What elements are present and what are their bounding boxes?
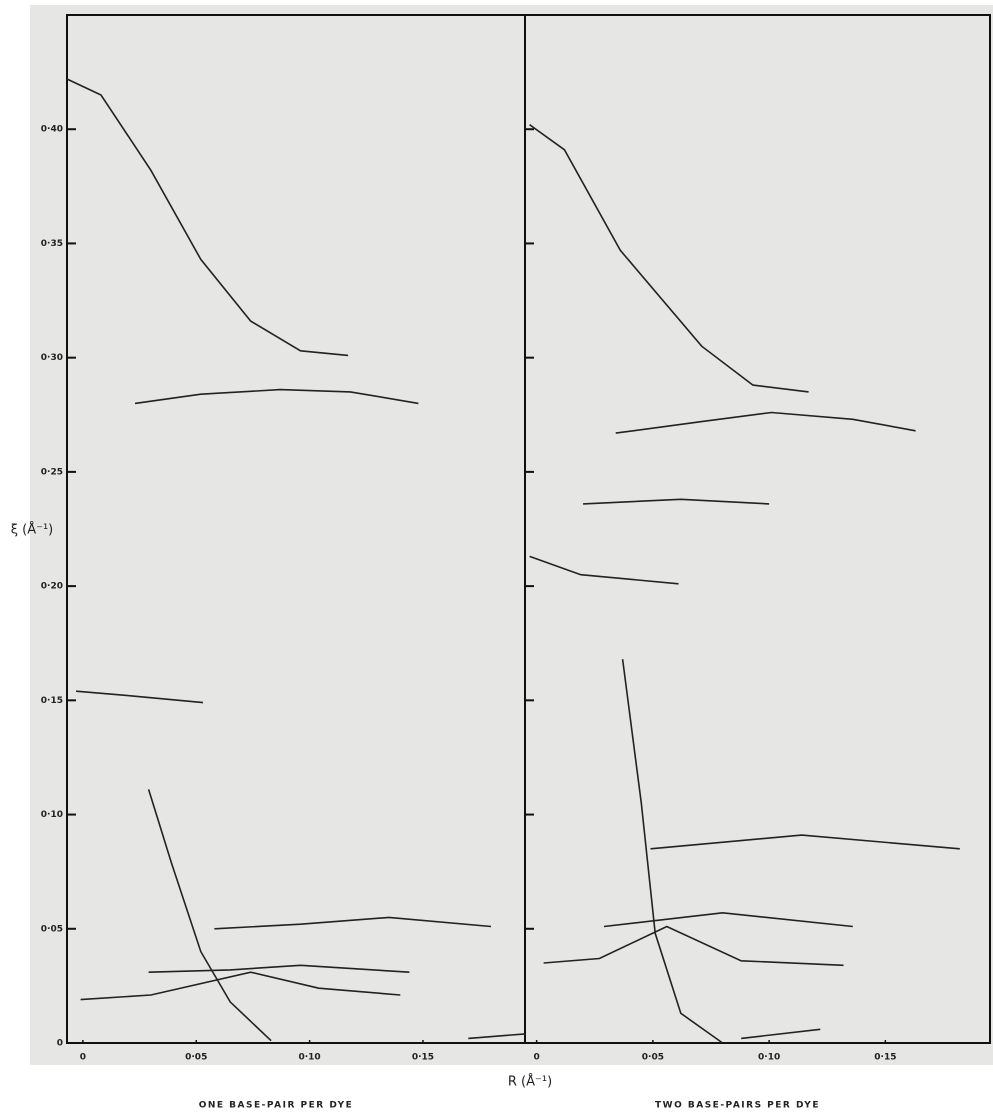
curve bbox=[583, 498, 770, 505]
curve bbox=[650, 834, 960, 850]
y-tick-label: 0·30 bbox=[41, 353, 63, 363]
y-tick-label: 0·10 bbox=[41, 810, 63, 820]
paper bbox=[30, 5, 993, 1065]
y-axis-label: ξ (Å⁻¹) bbox=[11, 522, 54, 538]
panel-subtitle: ONE BASE-PAIR PER DYE bbox=[199, 1101, 354, 1111]
y-tick-label: 0·20 bbox=[41, 582, 63, 592]
y-tick-label: 0·15 bbox=[41, 696, 63, 706]
curve bbox=[621, 659, 724, 1044]
y-tick-label: 0·35 bbox=[41, 239, 63, 249]
curve bbox=[543, 925, 844, 967]
curve bbox=[147, 789, 272, 1042]
x-axis-label: R (Å⁻¹) bbox=[508, 1074, 552, 1090]
curve bbox=[603, 911, 853, 928]
curve bbox=[529, 124, 809, 393]
curve bbox=[76, 690, 204, 704]
curve bbox=[80, 971, 401, 1001]
curve bbox=[66, 78, 349, 357]
x-tick-label: 0·10 bbox=[758, 1053, 780, 1063]
x-tick-label: 0·05 bbox=[642, 1053, 664, 1063]
curve bbox=[468, 1033, 526, 1040]
y-tick-label: 0·05 bbox=[41, 924, 63, 934]
y-tick-label: 0·40 bbox=[41, 125, 63, 135]
x-tick-label: 0 bbox=[533, 1053, 539, 1063]
curve bbox=[148, 964, 410, 973]
y-tick-label: 0 bbox=[57, 1039, 63, 1049]
x-tick-label: 0·15 bbox=[874, 1053, 896, 1063]
x-tick-label: 0·15 bbox=[412, 1053, 434, 1063]
curve bbox=[134, 388, 419, 405]
x-tick-label: 0 bbox=[80, 1053, 86, 1063]
x-tick-label: 0·05 bbox=[185, 1053, 207, 1063]
curve bbox=[214, 916, 492, 930]
y-tick-label: 0·25 bbox=[41, 467, 63, 477]
curve bbox=[741, 1028, 821, 1040]
curve bbox=[529, 555, 679, 585]
panel-subtitle: TWO BASE-PAIRS PER DYE bbox=[655, 1101, 820, 1111]
curve bbox=[615, 411, 916, 434]
x-tick-label: 0·10 bbox=[298, 1053, 320, 1063]
